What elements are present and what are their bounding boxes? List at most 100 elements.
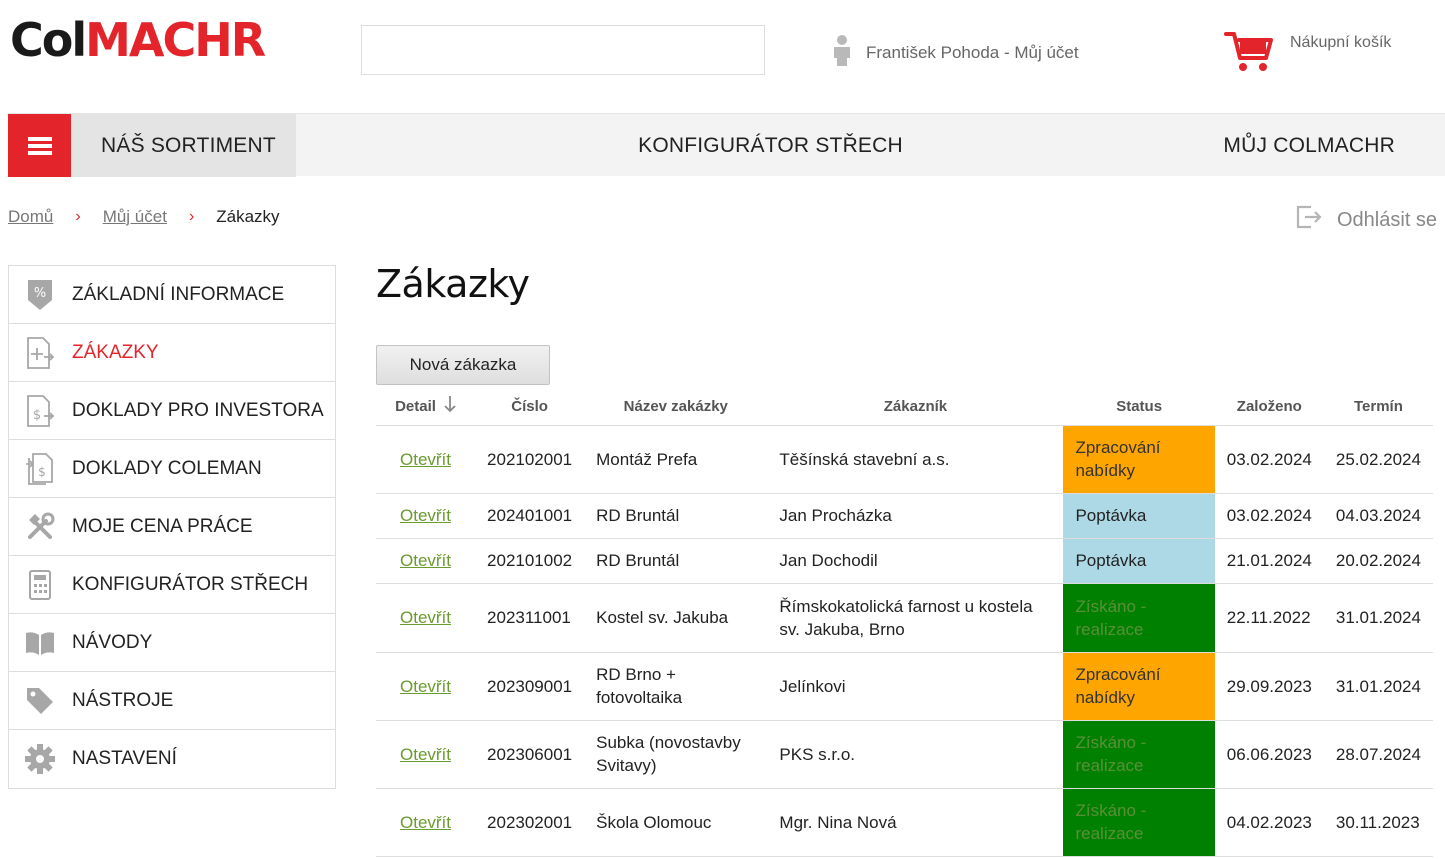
column-header-status[interactable]: Status: [1063, 388, 1215, 426]
column-header-detail[interactable]: Detail: [376, 388, 476, 426]
svg-text:$: $: [33, 408, 41, 423]
sidebar-item-doklady-pro-investora[interactable]: $ DOKLADY PRO INVESTORA: [9, 382, 335, 440]
nav-muj-colmachr[interactable]: MŮJ COLMACHR: [1223, 134, 1395, 157]
open-order-link[interactable]: Otevřít: [400, 676, 452, 696]
order-name: Montáž Prefa: [584, 425, 768, 494]
gear-icon: [23, 742, 57, 776]
sidebar-item-zakazky[interactable]: ZÁKAZKY: [9, 324, 335, 382]
order-customer: PKS s.r.o.: [767, 720, 1064, 789]
order-number: 202311001: [475, 583, 585, 653]
order-deadline: 31.01.2024: [1323, 652, 1433, 721]
order-customer: Římskokatolická farnost u kostela sv. Ja…: [767, 583, 1064, 653]
table-row: Otevřít 202401001 RD Bruntál Jan Procház…: [376, 493, 1433, 539]
order-status: Získáno - realizace: [1063, 788, 1215, 857]
account-sidebar: % ZÁKLADNÍ INFORMACE ZÁKAZKY $ DOKLADY P…: [8, 265, 336, 789]
sidebar-item-nastaveni[interactable]: NASTAVENÍ: [9, 730, 335, 788]
document-add-icon: [23, 336, 57, 370]
sidebar-item-zakladni-informace[interactable]: % ZÁKLADNÍ INFORMACE: [9, 266, 335, 324]
hamburger-icon: [27, 136, 52, 155]
open-order-link[interactable]: Otevřít: [400, 744, 452, 764]
logout-icon: [1295, 203, 1323, 237]
logout-label: Odhlásit se: [1337, 208, 1438, 231]
svg-text:%: %: [34, 286, 46, 301]
order-deadline: 25.02.2024: [1323, 425, 1433, 494]
sidebar-item-navody[interactable]: NÁVODY: [9, 614, 335, 672]
cart-label: Nákupní košík: [1290, 34, 1392, 51]
order-number: 202401001: [475, 493, 585, 539]
calculator-icon: [23, 568, 57, 602]
user-icon: [830, 34, 854, 71]
order-number: 202309001: [475, 652, 585, 721]
sidebar-item-doklady-coleman[interactable]: $ DOKLADY COLEMAN: [9, 440, 335, 498]
order-name: RD Bruntál: [584, 493, 768, 539]
table-header-row: Detail Číslo Název zakázky Zákazník Stat…: [376, 388, 1433, 426]
order-status: Zpracování nabídky: [1063, 652, 1215, 721]
logout-link[interactable]: Odhlásit se: [1295, 203, 1437, 237]
sidebar-item-label: ZÁKAZKY: [72, 341, 159, 363]
colmachr-logo[interactable]: ColMACHR: [10, 13, 266, 67]
nav-sortiment[interactable]: NÁŠ SORTIMENT: [71, 114, 296, 177]
open-order-link[interactable]: Otevřít: [400, 812, 452, 832]
order-name: RD Brno + fotovoltaika: [584, 652, 768, 721]
order-customer: Těšínská stavební a.s.: [767, 425, 1064, 494]
cart-link[interactable]: Nákupní košík: [1224, 30, 1391, 79]
sidebar-item-label: KONFIGURÁTOR STŘECH: [72, 573, 309, 595]
sidebar-item-label: NÁSTROJE: [72, 689, 174, 711]
order-created: 29.09.2023: [1214, 652, 1324, 721]
search-input[interactable]: [361, 25, 765, 75]
open-order-link[interactable]: Otevřít: [400, 551, 452, 570]
column-header-termin[interactable]: Termín: [1323, 388, 1433, 426]
sidebar-item-moje-cena-prace[interactable]: MOJE CENA PRÁCE: [9, 498, 335, 556]
order-number: 202306001: [475, 720, 585, 789]
breadcrumb: Domů › Můj účet › Zákazky: [8, 207, 280, 227]
column-header-nazev[interactable]: Název zakázky: [584, 388, 768, 426]
sidebar-item-label: DOKLADY COLEMAN: [72, 457, 262, 479]
sidebar-item-konfigurator-strech[interactable]: KONFIGURÁTOR STŘECH: [9, 556, 335, 614]
breadcrumb-current: Zákazky: [216, 207, 280, 226]
order-created: 03.02.2024: [1214, 425, 1324, 494]
open-order-link[interactable]: Otevřít: [400, 506, 452, 525]
open-order-link[interactable]: Otevřít: [400, 608, 452, 627]
order-customer: Jelínkovi: [767, 652, 1064, 721]
document-dollar-icon: $: [23, 394, 57, 428]
sort-arrow-down-icon: [444, 395, 456, 417]
column-header-cislo[interactable]: Číslo: [475, 388, 585, 426]
order-number: 202101002: [475, 538, 585, 584]
order-customer: Jan Dochodil: [767, 538, 1064, 584]
nav-konfigurator[interactable]: KONFIGURÁTOR STŘECH: [638, 134, 903, 157]
breadcrumb-separator: ›: [75, 208, 81, 225]
order-number: 202102001: [475, 425, 585, 494]
sidebar-item-label: DOKLADY PRO INVESTORA: [72, 399, 324, 421]
order-created: 22.11.2022: [1214, 583, 1324, 653]
table-row: Otevřít 202309001 RD Brno + fotovoltaika…: [376, 652, 1433, 721]
breadcrumb-account[interactable]: Můj účet: [102, 207, 167, 226]
breadcrumb-home[interactable]: Domů: [8, 207, 54, 226]
order-customer: Jan Procházka: [767, 493, 1064, 539]
table-row: Otevřít 202101002 RD Bruntál Jan Dochodi…: [376, 538, 1433, 584]
account-link[interactable]: František Pohoda - Můj účet: [830, 34, 1079, 71]
cart-icon: [1224, 30, 1274, 79]
order-status: Zpracování nabídky: [1063, 425, 1215, 494]
table-row: Otevřít 202302001 Škola Olomouc Mgr. Nin…: [376, 788, 1433, 857]
page-title: Zákazky: [376, 262, 530, 306]
logo-text-col: Col: [10, 13, 87, 67]
order-customer: Mgr. Nina Nová: [767, 788, 1064, 857]
column-header-zakaznik[interactable]: Zákazník: [767, 388, 1064, 426]
account-label: František Pohoda - Můj účet: [866, 42, 1079, 62]
sidebar-item-label: MOJE CENA PRÁCE: [72, 515, 253, 537]
open-order-link[interactable]: Otevřít: [400, 449, 452, 469]
svg-text:$: $: [38, 465, 46, 479]
order-deadline: 30.11.2023: [1323, 788, 1433, 857]
sidebar-item-label: NASTAVENÍ: [72, 748, 177, 769]
order-created: 06.06.2023: [1214, 720, 1324, 789]
new-order-button[interactable]: Nová zákazka: [376, 345, 550, 385]
order-status: Poptávka: [1063, 538, 1215, 584]
order-created: 04.02.2023: [1214, 788, 1324, 857]
sidebar-item-nastroje[interactable]: NÁSTROJE: [9, 672, 335, 730]
order-deadline: 28.07.2024: [1323, 720, 1433, 789]
menu-button[interactable]: [8, 114, 71, 177]
orders-table: Detail Číslo Název zakázky Zákazník Stat…: [376, 388, 1433, 857]
order-deadline: 04.03.2024: [1323, 493, 1433, 539]
order-status: Získáno - realizace: [1063, 583, 1215, 653]
column-header-zalozeno[interactable]: Založeno: [1214, 388, 1324, 426]
